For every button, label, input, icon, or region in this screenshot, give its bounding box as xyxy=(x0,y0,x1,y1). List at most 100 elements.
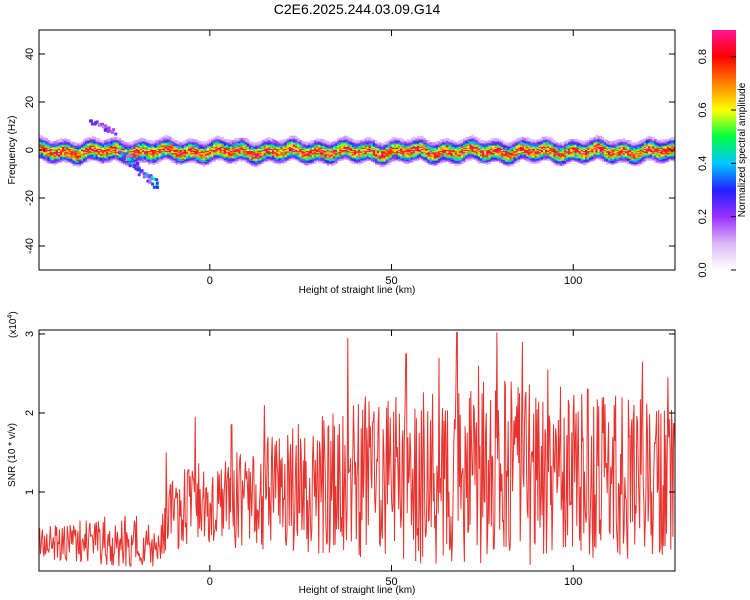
heat-cell xyxy=(43,136,46,140)
heat-cell xyxy=(345,135,349,139)
heat-cell xyxy=(154,140,157,143)
heat-cell xyxy=(106,139,109,142)
heat-cell xyxy=(366,136,370,140)
heat-cell xyxy=(526,136,529,140)
heat-cell xyxy=(53,141,57,144)
heat-cell xyxy=(255,142,258,145)
heat-cell xyxy=(450,140,454,143)
heat-cell xyxy=(135,140,139,143)
heat-cell xyxy=(45,137,48,141)
heat-cell xyxy=(242,137,246,141)
heat-cell xyxy=(446,137,449,141)
heat-cell xyxy=(207,140,210,143)
heat-cell xyxy=(146,140,149,143)
heat-cell xyxy=(442,139,445,142)
heat-cell xyxy=(228,139,231,142)
heat-cell xyxy=(524,137,527,141)
heat-cell xyxy=(417,135,420,139)
heat-cell xyxy=(238,137,241,141)
heat-cell xyxy=(320,139,323,142)
heat-cell xyxy=(156,140,160,143)
heat-cell xyxy=(494,137,498,141)
heat-cell xyxy=(337,137,340,141)
heat-cell xyxy=(171,137,174,141)
heat-cell xyxy=(322,139,325,142)
heat-cell xyxy=(385,141,388,144)
heat-cell xyxy=(425,140,428,143)
heat-cell xyxy=(318,139,321,142)
heat-cell xyxy=(39,134,42,137)
heat-cell xyxy=(55,140,59,143)
heat-cell xyxy=(74,142,78,145)
heat-cell xyxy=(175,140,178,143)
heat-cell xyxy=(492,137,496,141)
heat-cell xyxy=(456,141,460,144)
heat-cell xyxy=(328,142,332,145)
heat-cell xyxy=(83,139,86,142)
heat-cell xyxy=(284,139,288,142)
heat-cell xyxy=(465,136,468,140)
heat-cell xyxy=(356,140,359,143)
heat-cell xyxy=(76,143,80,146)
heat-cell xyxy=(139,137,143,141)
heat-cell xyxy=(398,137,401,141)
heat-cell xyxy=(490,137,493,141)
heat-cell xyxy=(114,136,118,140)
heat-cell xyxy=(513,140,517,143)
heat-cell xyxy=(471,134,475,137)
heat-cell xyxy=(41,135,44,139)
heat-cell xyxy=(274,140,277,143)
heat-cell xyxy=(240,137,244,141)
heat-cell xyxy=(351,161,355,164)
heat-cell xyxy=(454,142,458,145)
heat-cell xyxy=(234,137,237,141)
heat-cell xyxy=(528,137,531,141)
heat-cell xyxy=(137,139,141,142)
heat-cell xyxy=(477,137,481,141)
heat-cell xyxy=(177,141,181,144)
spectrogram-heatmap xyxy=(39,119,675,189)
heat-cell xyxy=(391,136,395,140)
heat-cell xyxy=(162,135,166,139)
heat-cell xyxy=(429,142,433,145)
heat-cell xyxy=(89,137,92,141)
heat-cell xyxy=(484,141,487,144)
heat-cell xyxy=(95,137,99,141)
heat-cell xyxy=(51,141,55,144)
heat-cell xyxy=(469,135,472,139)
heat-cell xyxy=(112,136,115,140)
heat-cell xyxy=(364,137,367,141)
heat-cell xyxy=(517,137,521,141)
heat-cell xyxy=(127,142,130,145)
heat-cell xyxy=(129,142,132,145)
heat-cell xyxy=(459,140,462,143)
heat-cell xyxy=(194,139,197,142)
heat-cell xyxy=(118,137,122,141)
heat-cell xyxy=(377,142,380,145)
heat-cell xyxy=(324,140,328,143)
heat-cell xyxy=(270,137,273,141)
heat-cell xyxy=(389,139,393,142)
heat-cell xyxy=(85,137,88,141)
heat-cell xyxy=(358,140,361,143)
heat-cell xyxy=(393,136,397,140)
heat-cell xyxy=(482,140,485,143)
heat-cell xyxy=(282,139,286,142)
heat-cell xyxy=(99,140,103,143)
heat-cell xyxy=(62,139,65,142)
heat-cell xyxy=(265,137,269,141)
heat-cell xyxy=(148,140,151,143)
heat-cell xyxy=(503,141,506,144)
heat-cell xyxy=(486,140,489,143)
heat-cell xyxy=(120,140,124,143)
heat-cell xyxy=(498,139,502,142)
heat-cell xyxy=(408,140,412,143)
heat-cell xyxy=(60,137,63,141)
heat-cell xyxy=(263,139,267,142)
heat-cell xyxy=(272,139,275,142)
heat-cell xyxy=(330,142,334,145)
heat-cell xyxy=(64,137,67,141)
heat-cell xyxy=(91,135,94,139)
heat-cell xyxy=(110,137,113,141)
heat-cell xyxy=(349,137,353,141)
